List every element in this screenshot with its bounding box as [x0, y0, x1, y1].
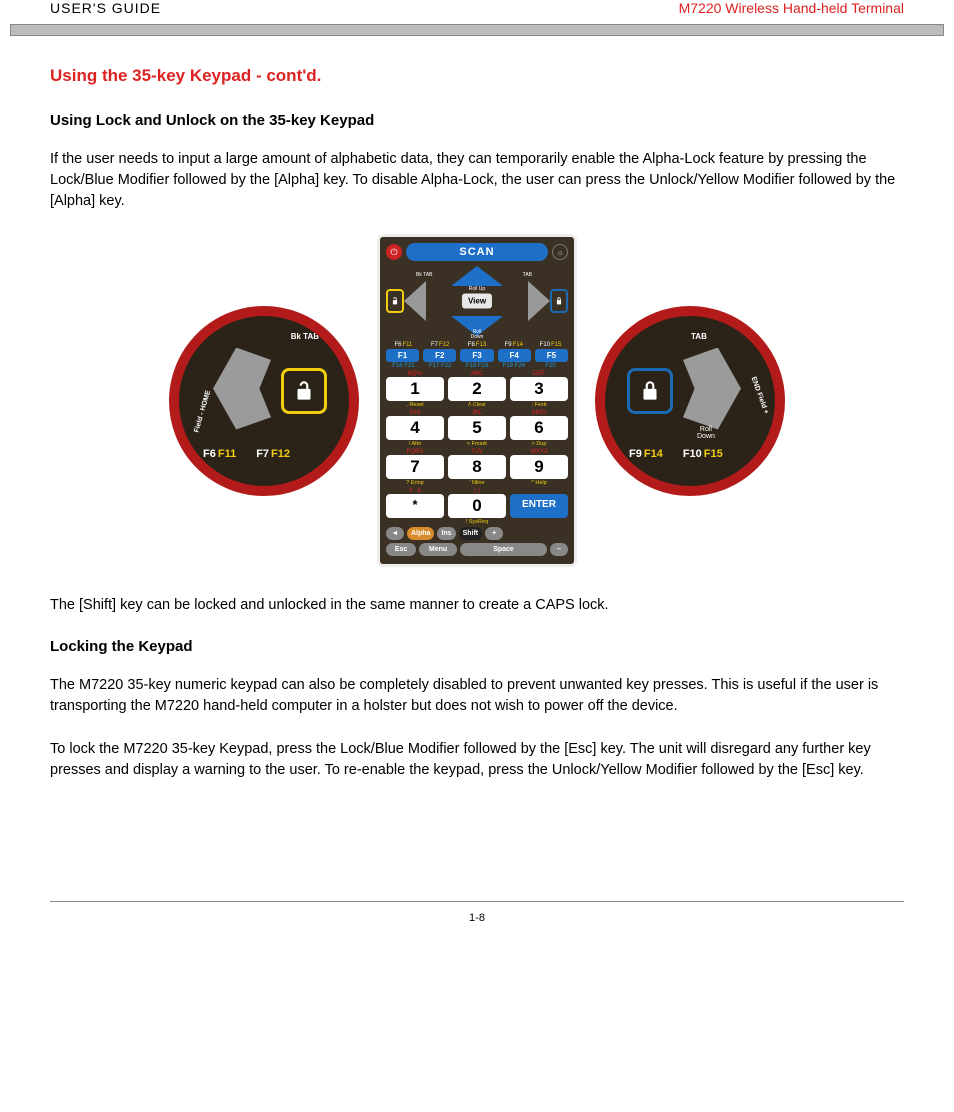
- lock-modifier-key: [627, 368, 673, 414]
- esc-key: Esc: [386, 543, 416, 556]
- nav-cluster: Bk TAB TAB Roll Up View RollDown: [386, 264, 568, 338]
- plus-key: +: [485, 527, 503, 540]
- shift-key: Shift: [459, 527, 483, 540]
- ins-key: Ins: [437, 527, 455, 540]
- backlight-button: ☼: [552, 244, 568, 260]
- callout-right-fkeys: F9F14F10F15: [629, 448, 723, 460]
- keypad-figures: Bk TAB Field - HOME F6F11F7F12 ⏻ SCAN ☼ …: [50, 234, 904, 567]
- zero-key: 0: [448, 494, 506, 518]
- callout-left-fkeys: F6F11F7F12: [203, 448, 290, 460]
- keypad-35key: ⏻ SCAN ☼ Bk TAB TAB Roll Up View RollDow…: [377, 234, 577, 567]
- space-key: Space: [460, 543, 547, 556]
- callout-end-label: END Field +: [749, 375, 769, 414]
- power-button: ⏻: [386, 244, 402, 260]
- header-right: M7220 Wireless Hand-held Terminal: [679, 0, 904, 16]
- section-title: Using the 35-key Keypad - cont'd.: [50, 66, 904, 86]
- header-left: USER'S GUIDE: [50, 0, 161, 16]
- right-arrow: [528, 281, 550, 321]
- callout-tab-label: TAB: [691, 332, 707, 341]
- lock-callout-circle: TAB END Field + RollDown F9F14F10F15: [595, 306, 785, 496]
- left-arrow: [404, 281, 426, 321]
- left-soft-key: ◄: [386, 527, 404, 540]
- minus-key: –: [550, 543, 568, 556]
- alpha-key: Alpha: [407, 527, 434, 540]
- header-bar: [10, 24, 944, 36]
- page-number: 1-8: [0, 902, 954, 944]
- star-key: *: [386, 494, 444, 518]
- lock-icon: [637, 377, 663, 405]
- content: Using the 35-key Keypad - cont'd. Using …: [0, 66, 954, 781]
- menu-key: Menu: [419, 543, 457, 556]
- subheading-lock-unlock: Using Lock and Unlock on the 35-key Keyp…: [50, 112, 904, 129]
- enter-key: ENTER: [510, 494, 568, 518]
- f-keys-row: F1 F2 F3 F4 F5: [386, 349, 568, 362]
- view-button: View: [462, 294, 492, 309]
- paragraph-shift-lock: The [Shift] key can be locked and unlock…: [50, 595, 904, 616]
- scan-button: SCAN: [406, 243, 548, 261]
- subheading-locking-keypad: Locking the Keypad: [50, 638, 904, 655]
- callout-bktab-label: Bk TAB: [291, 332, 319, 341]
- callout-home-label: Field - HOME: [193, 389, 212, 433]
- f-bot-labels: F16 F21F17 F22F18 F23F19 F24F20: [386, 363, 568, 369]
- paragraph-lock-instructions: To lock the M7220 35-key Keypad, press t…: [50, 739, 904, 781]
- f-top-labels: F6F11F7F12F8F13F9F14F10F15: [386, 342, 568, 348]
- lock-modifier: [550, 289, 568, 313]
- paragraph-disable-keypad: The M7220 35-key numeric keypad can also…: [50, 675, 904, 717]
- callout-rolldown: RollDown: [697, 426, 715, 440]
- unlock-icon: [291, 377, 317, 405]
- paragraph-alpha-lock: If the user needs to input a large amoun…: [50, 149, 904, 212]
- unlock-modifier-key: [281, 368, 327, 414]
- page-header: USER'S GUIDE M7220 Wireless Hand-held Te…: [0, 0, 954, 24]
- right-arrow-key: [683, 348, 741, 430]
- unlock-callout-circle: Bk TAB Field - HOME F6F11F7F12: [169, 306, 359, 496]
- left-arrow-key: [213, 348, 271, 430]
- up-arrow: [451, 266, 503, 286]
- unlock-modifier: [386, 289, 404, 313]
